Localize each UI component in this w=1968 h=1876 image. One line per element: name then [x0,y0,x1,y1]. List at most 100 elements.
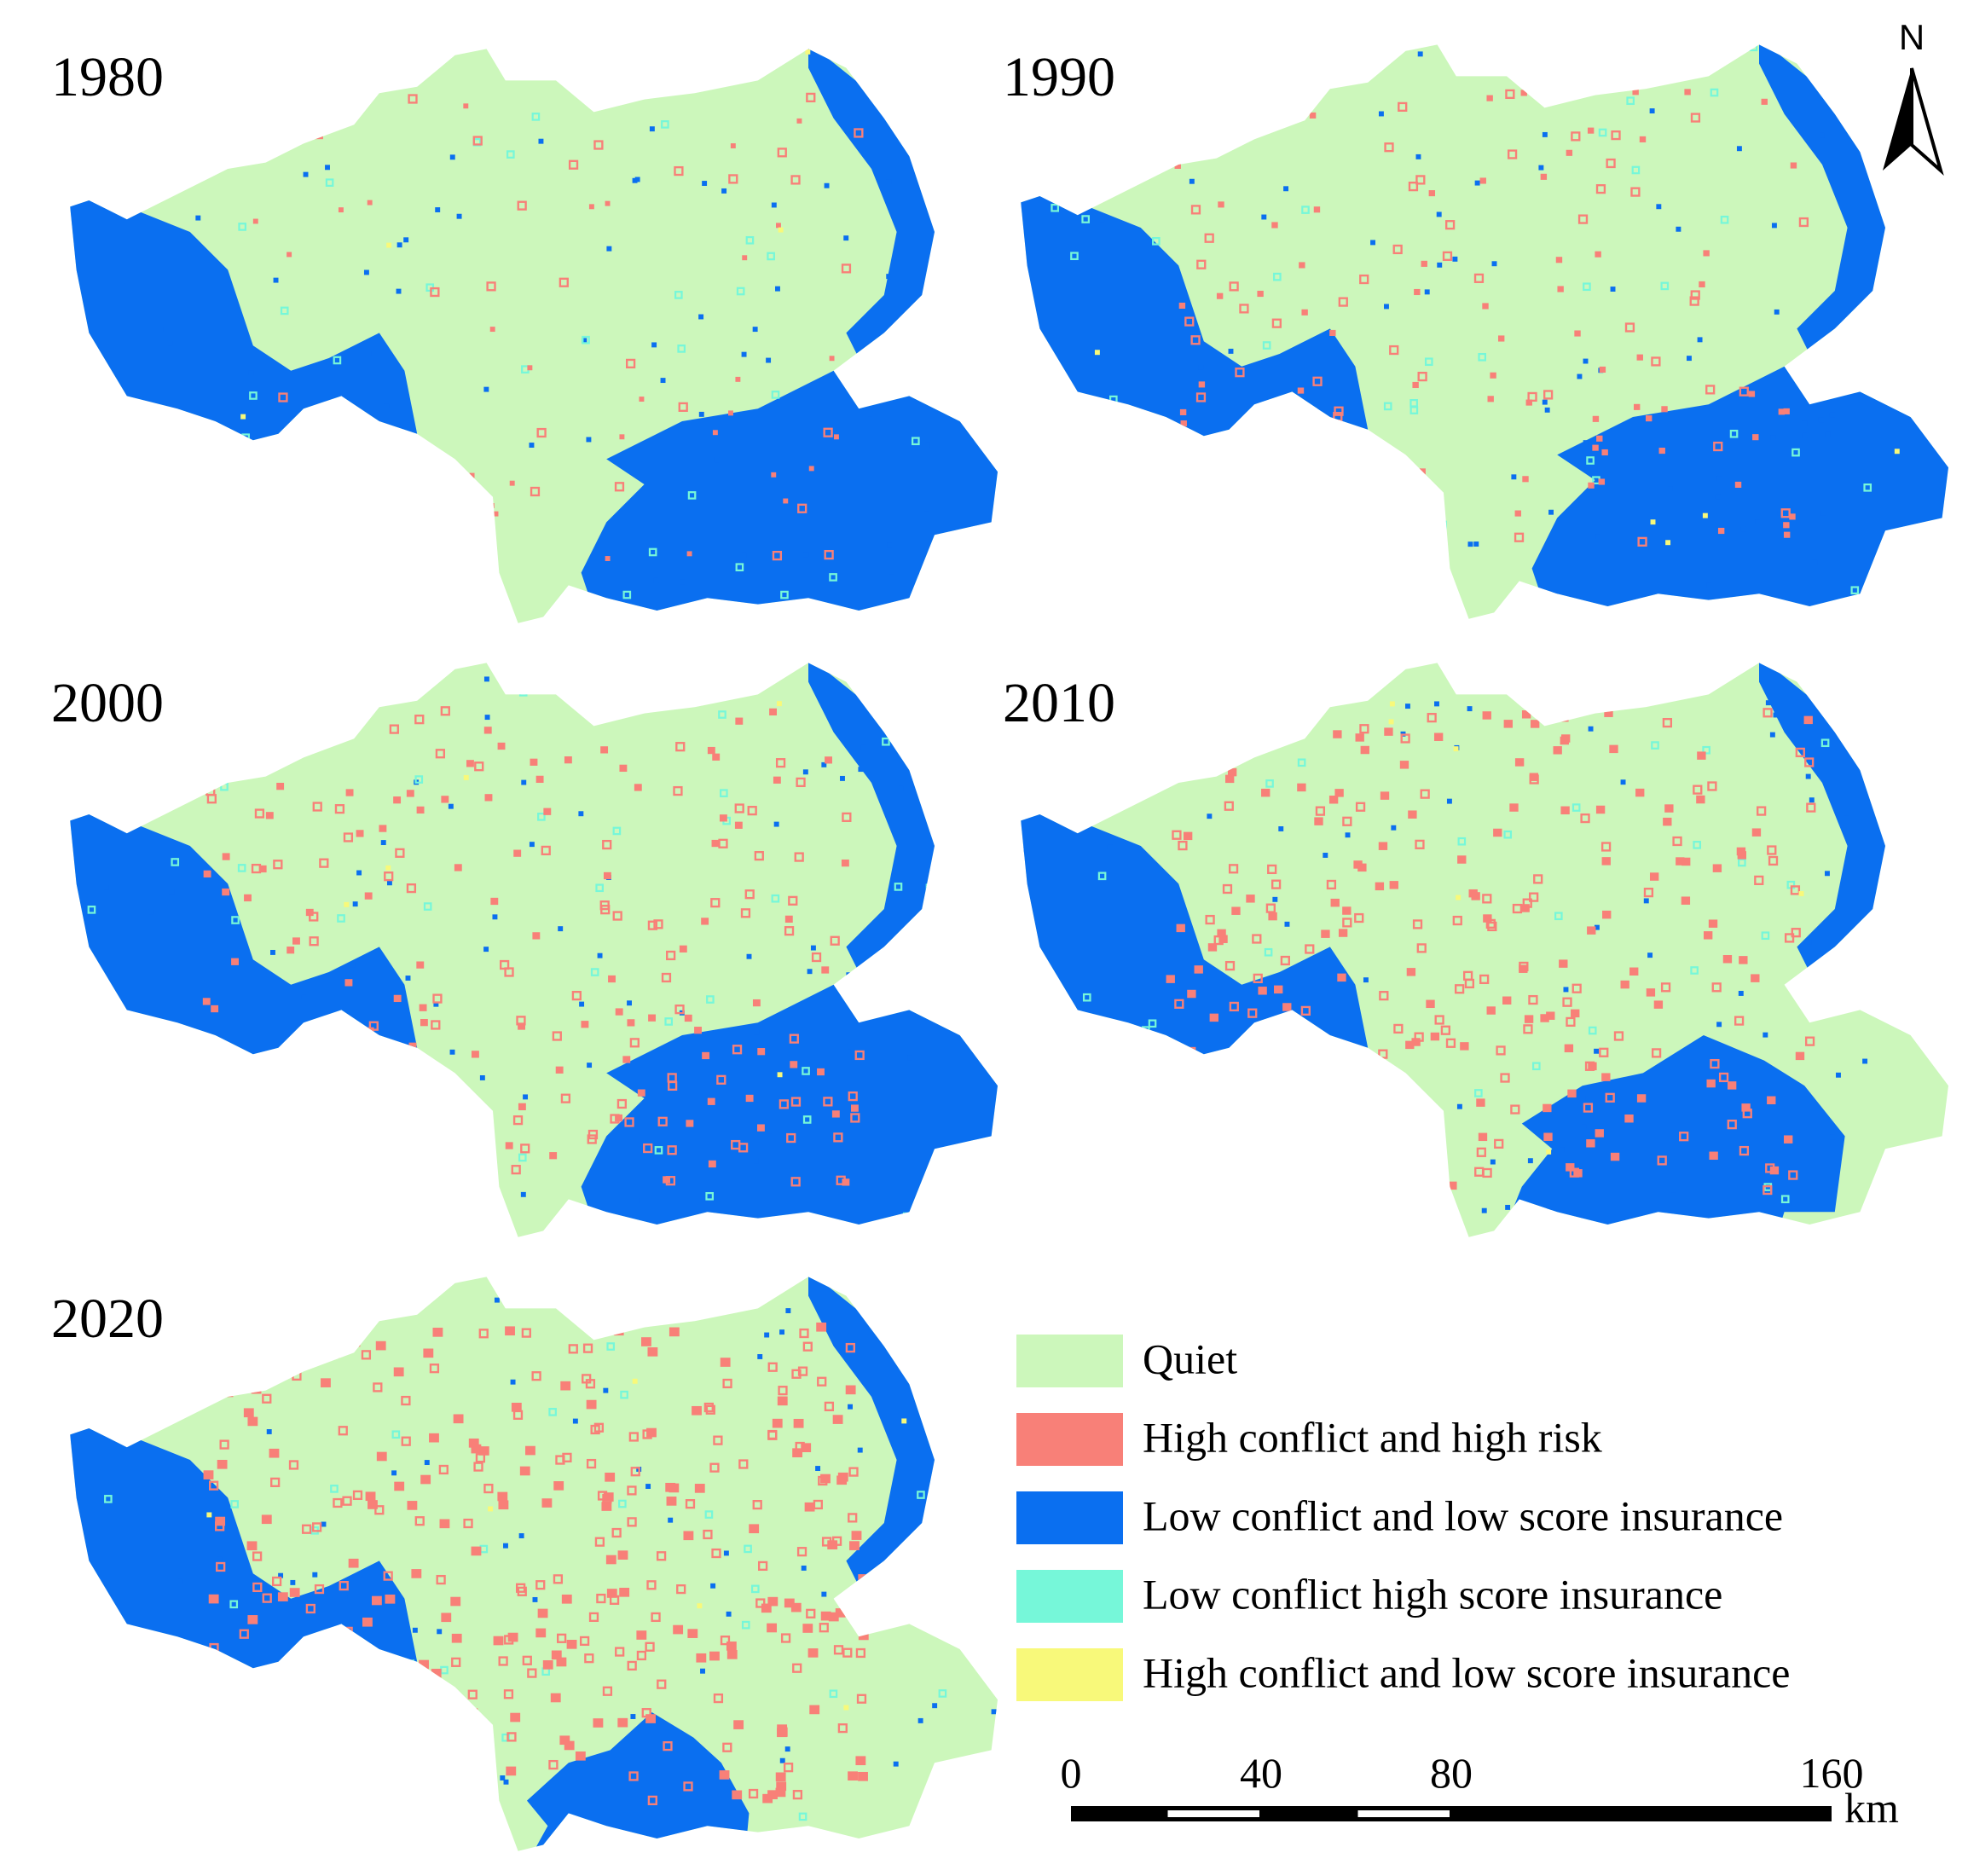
pixel-red [1315,806,1326,816]
pixel-cyan [925,883,935,893]
pixel-red [707,746,715,755]
pixel-blue [1146,733,1152,739]
pixel-red [1405,522,1416,533]
pixel-cyan [1383,402,1392,411]
pixel-blue [887,542,893,548]
pixel-red [833,1132,843,1143]
pixel-red [586,1458,597,1469]
pixel-red [571,991,582,1001]
pixel-blue [1467,541,1473,547]
pixel-blue [1766,1179,1772,1185]
pixel-blue [75,1537,81,1543]
pixel-cyan [1172,60,1181,68]
pixel-cyan [414,775,424,784]
pixel-red [634,784,642,791]
pixel-red [390,1781,400,1792]
pixel-red [628,1771,639,1781]
pixel-red [1412,919,1423,929]
pixel-blue [1581,1213,1587,1219]
pixel-blue [1022,847,1027,853]
pixel-red [483,1483,494,1494]
pixel-blue [746,953,752,959]
pixel-cyan [606,1342,616,1351]
pixel-red [347,1167,356,1175]
pixel-red [602,1493,612,1504]
pixel-blue [587,1062,593,1068]
pixel-red [712,753,721,761]
pixel-red [1334,406,1344,416]
pixel-red [486,281,496,292]
pixel-cyan [354,1309,363,1318]
pixel-red [419,1659,429,1670]
pixel-red [842,1178,850,1186]
pixel-blue [1777,510,1783,516]
pixel-red [306,719,317,729]
pixel-blue [752,327,758,333]
pixel-red [420,1018,428,1027]
pixel-blue [1446,798,1452,804]
pixel-red [414,1516,425,1526]
pixel-yellow [1389,701,1395,707]
pixel-yellow [170,72,176,78]
pixel-red [752,999,761,1007]
pixel-red [454,864,462,871]
pixel-blue [1770,435,1776,440]
pixel-red [556,1657,567,1667]
pixel-red [702,1051,710,1060]
pixel-red [605,556,611,561]
pixel-red [674,1005,685,1015]
pixel-red [619,1587,630,1597]
pixel-blue [349,1313,355,1319]
pixel-blue [907,1055,912,1061]
pixel-red [401,1436,411,1446]
pixel-red [722,1742,732,1752]
pixel-red [637,1089,645,1097]
pixel-blue [1481,1207,1487,1213]
pixel-blue [1836,1072,1841,1078]
panel-year: 1980 [51,46,164,108]
pixel-red [1314,817,1323,825]
pixel-red [773,776,781,784]
pixel-blue [726,1611,732,1617]
pixel-red [1165,1115,1174,1124]
pixel-red [1663,817,1672,826]
pixel-red [1601,449,1608,456]
pixel-blue [1802,420,1808,426]
pixel-blue [405,561,410,567]
pixel-red [696,1653,707,1663]
pixel-red [484,794,493,802]
pixel-blue [1580,1095,1586,1101]
pixel-red [1207,1083,1216,1091]
pixel-red [1246,895,1255,903]
pixel-red [263,761,273,772]
pixel-yellow [431,570,437,576]
pixel-red [757,1560,768,1572]
pixel-red [219,1439,229,1450]
pixel-cyan [894,883,903,891]
pixel-red [842,812,852,822]
pixel-blue [1722,601,1728,607]
pixel-red [270,1477,281,1487]
pixel-red [1473,273,1485,283]
pixel-red [1229,281,1239,292]
pixel-blue [1686,356,1692,362]
pixel-red [1183,831,1193,841]
pixel-red [767,1790,778,1799]
pixel-red [588,1612,599,1622]
pixel-red [1637,536,1647,547]
pixel-red [1588,1062,1597,1071]
pixel-red [1524,1015,1534,1023]
pixel-red [222,853,230,860]
pixel-blue [380,840,386,846]
pixel-red [1566,1163,1575,1172]
pixel-cyan [938,1689,947,1698]
pixel-blue [912,920,917,926]
pixel-red [1672,836,1682,847]
pixel-blue [1405,704,1410,709]
pixel-blue [1925,217,1931,223]
pixel-blue [888,559,894,565]
pixel-red [1577,214,1589,224]
pixel-red [1722,955,1733,964]
pixel-red [343,832,354,842]
pixel-blue [1845,374,1850,380]
